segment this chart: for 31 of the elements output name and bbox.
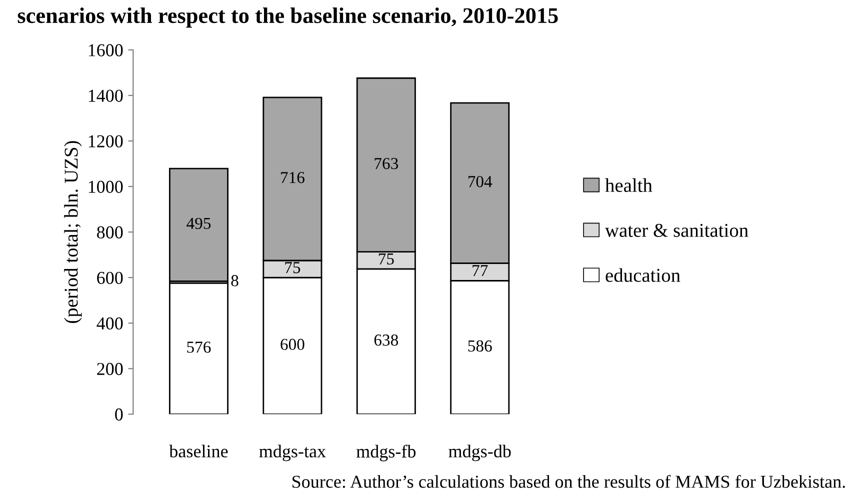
y-tick-label: 1200	[88, 135, 123, 148]
data-label: 586	[468, 340, 492, 352]
data-label: 638	[374, 334, 398, 346]
data-label: 600	[280, 338, 304, 350]
data-label: 576	[187, 342, 211, 353]
y-tick-label: 1600	[88, 44, 123, 56]
x-tick-label: mdgs-tax	[259, 444, 326, 462]
data-label: 75	[285, 262, 300, 274]
data-label: 716	[281, 172, 304, 184]
data-label: 763	[374, 158, 398, 170]
legend-label: health	[605, 178, 652, 192]
x-tick-label: mdgs-fb	[356, 444, 416, 462]
chart-title: scenarios with respect to the baseline scenario, 2010-2015	[18, 7, 558, 28]
x-tick-label: baseline	[169, 444, 228, 458]
x-tick-label: mdgs-db	[448, 444, 511, 462]
source-note: Source: Author’s calculations based on the results of MAMS for Uzbekistan.	[292, 474, 845, 488]
data-label: 495	[186, 218, 211, 230]
y-tick-label: 800	[97, 226, 123, 238]
y-tick-label: 400	[96, 317, 123, 330]
data-label: 704	[468, 176, 492, 188]
legend-label: education	[606, 268, 680, 282]
data-label: 75	[378, 253, 394, 265]
legend-label: water & sanitation	[604, 224, 748, 237]
y-tick-label: 200	[97, 362, 123, 376]
y-tick-label: 1400	[88, 90, 123, 102]
data-label: 8	[231, 275, 238, 286]
y-axis-title: (period total; bln. UZS)	[64, 141, 82, 323]
y-tick-label: 600	[97, 272, 123, 284]
y-tick-label: 1000	[88, 180, 123, 193]
data-label: 77	[472, 265, 488, 276]
y-tick-label: 0	[115, 408, 123, 421]
